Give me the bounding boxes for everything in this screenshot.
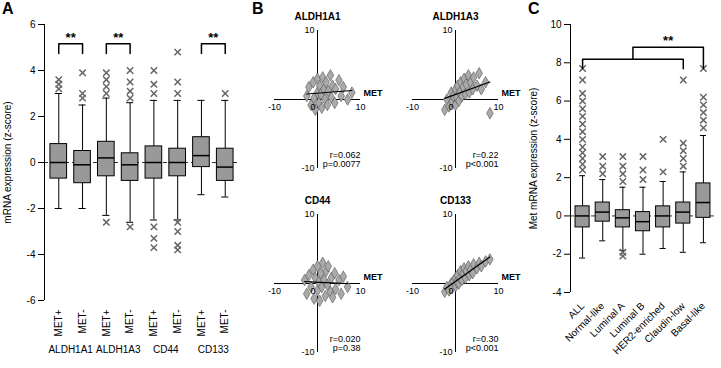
svg-text:ALDH1A1: ALDH1A1 [48, 344, 93, 355]
svg-text:8: 8 [556, 57, 562, 68]
svg-text:**: ** [208, 30, 219, 45]
svg-text:4: 4 [30, 65, 36, 76]
svg-text:-6: -6 [27, 295, 36, 306]
svg-text:10: 10 [355, 286, 365, 296]
svg-text:MET-: MET- [172, 310, 183, 334]
svg-text:-10: -10 [268, 286, 281, 296]
svg-text:MET-: MET- [77, 310, 88, 334]
svg-text:CD44: CD44 [153, 344, 179, 355]
svg-text:MET-: MET- [219, 310, 230, 334]
svg-text:CD133: CD133 [198, 344, 230, 355]
svg-text:r=0.020p=0.38: r=0.020p=0.38 [330, 334, 361, 353]
svg-text:**: ** [66, 30, 77, 45]
svg-text:MET: MET [502, 272, 522, 282]
svg-text:**: ** [113, 30, 124, 45]
svg-text:0: 0 [448, 102, 453, 112]
svg-text:HER2-enriched: HER2-enriched [610, 300, 667, 357]
svg-text:ALDH1A3: ALDH1A3 [432, 11, 479, 22]
svg-text:r=0.30p<0.001: r=0.30p<0.001 [466, 334, 499, 353]
svg-text:6: 6 [30, 19, 36, 30]
svg-text:10: 10 [442, 25, 452, 35]
svg-text:10: 10 [442, 209, 452, 219]
svg-text:10: 10 [304, 209, 314, 219]
svg-text:10: 10 [550, 19, 562, 30]
svg-text:r=0.062p=0.0077: r=0.062p=0.0077 [323, 150, 361, 169]
svg-text:Basal-like: Basal-like [669, 300, 708, 339]
svg-text:MET: MET [364, 272, 384, 282]
svg-text:10: 10 [493, 102, 503, 112]
html-text:C: C [528, 0, 540, 17]
svg-text:Claudin-low: Claudin-low [642, 300, 687, 345]
svg-text:ALDH1A1: ALDH1A1 [294, 11, 341, 22]
html-text:B: B [252, 0, 264, 17]
svg-text:Normal-like: Normal-like [562, 300, 607, 344]
svg-text:-4: -4 [553, 287, 562, 298]
svg-text:Met mRNA expression (z-score): Met mRNA expression (z-score) [528, 88, 539, 230]
svg-text:mRNA expression (z-score): mRNA expression (z-score) [2, 101, 13, 223]
svg-text:CD133: CD133 [440, 195, 472, 206]
svg-text:10: 10 [493, 286, 503, 296]
svg-text:6: 6 [556, 95, 562, 106]
svg-text:r=0.22p<0.001: r=0.22p<0.001 [466, 150, 499, 169]
svg-text:4: 4 [556, 134, 562, 145]
svg-text:-10: -10 [268, 102, 281, 112]
svg-text:0: 0 [310, 286, 315, 296]
svg-text:-4: -4 [27, 249, 36, 260]
svg-text:-10: -10 [439, 163, 452, 173]
svg-text:MET-: MET- [124, 310, 135, 334]
svg-text:MET+: MET+ [53, 309, 64, 336]
svg-text:MET+: MET+ [148, 309, 159, 336]
svg-text:2: 2 [556, 172, 562, 183]
svg-text:10: 10 [355, 102, 365, 112]
svg-text:Luminal B: Luminal B [607, 300, 647, 340]
svg-text:MET+: MET+ [196, 309, 207, 336]
svg-text:0: 0 [30, 157, 36, 168]
svg-text:-10: -10 [406, 286, 419, 296]
svg-text:-2: -2 [27, 203, 36, 214]
svg-text:CD44: CD44 [305, 195, 331, 206]
svg-text:0: 0 [310, 102, 315, 112]
svg-text:MET+: MET+ [101, 309, 112, 336]
svg-text:10: 10 [304, 25, 314, 35]
svg-text:-2: -2 [553, 248, 562, 259]
svg-text:**: ** [663, 33, 674, 48]
svg-text:-10: -10 [439, 347, 452, 357]
svg-text:-10: -10 [301, 347, 314, 357]
svg-text:ALDH1A3: ALDH1A3 [96, 344, 141, 355]
html-text:A: A [2, 0, 14, 17]
svg-text:MET: MET [364, 88, 384, 98]
svg-text:-10: -10 [301, 163, 314, 173]
svg-text:MET: MET [502, 88, 522, 98]
svg-text:Luminal A: Luminal A [587, 300, 627, 340]
svg-text:0: 0 [556, 210, 562, 221]
svg-text:2: 2 [30, 111, 36, 122]
svg-text:-10: -10 [406, 102, 419, 112]
svg-text:ALL: ALL [565, 300, 587, 321]
svg-text:0: 0 [448, 286, 453, 296]
